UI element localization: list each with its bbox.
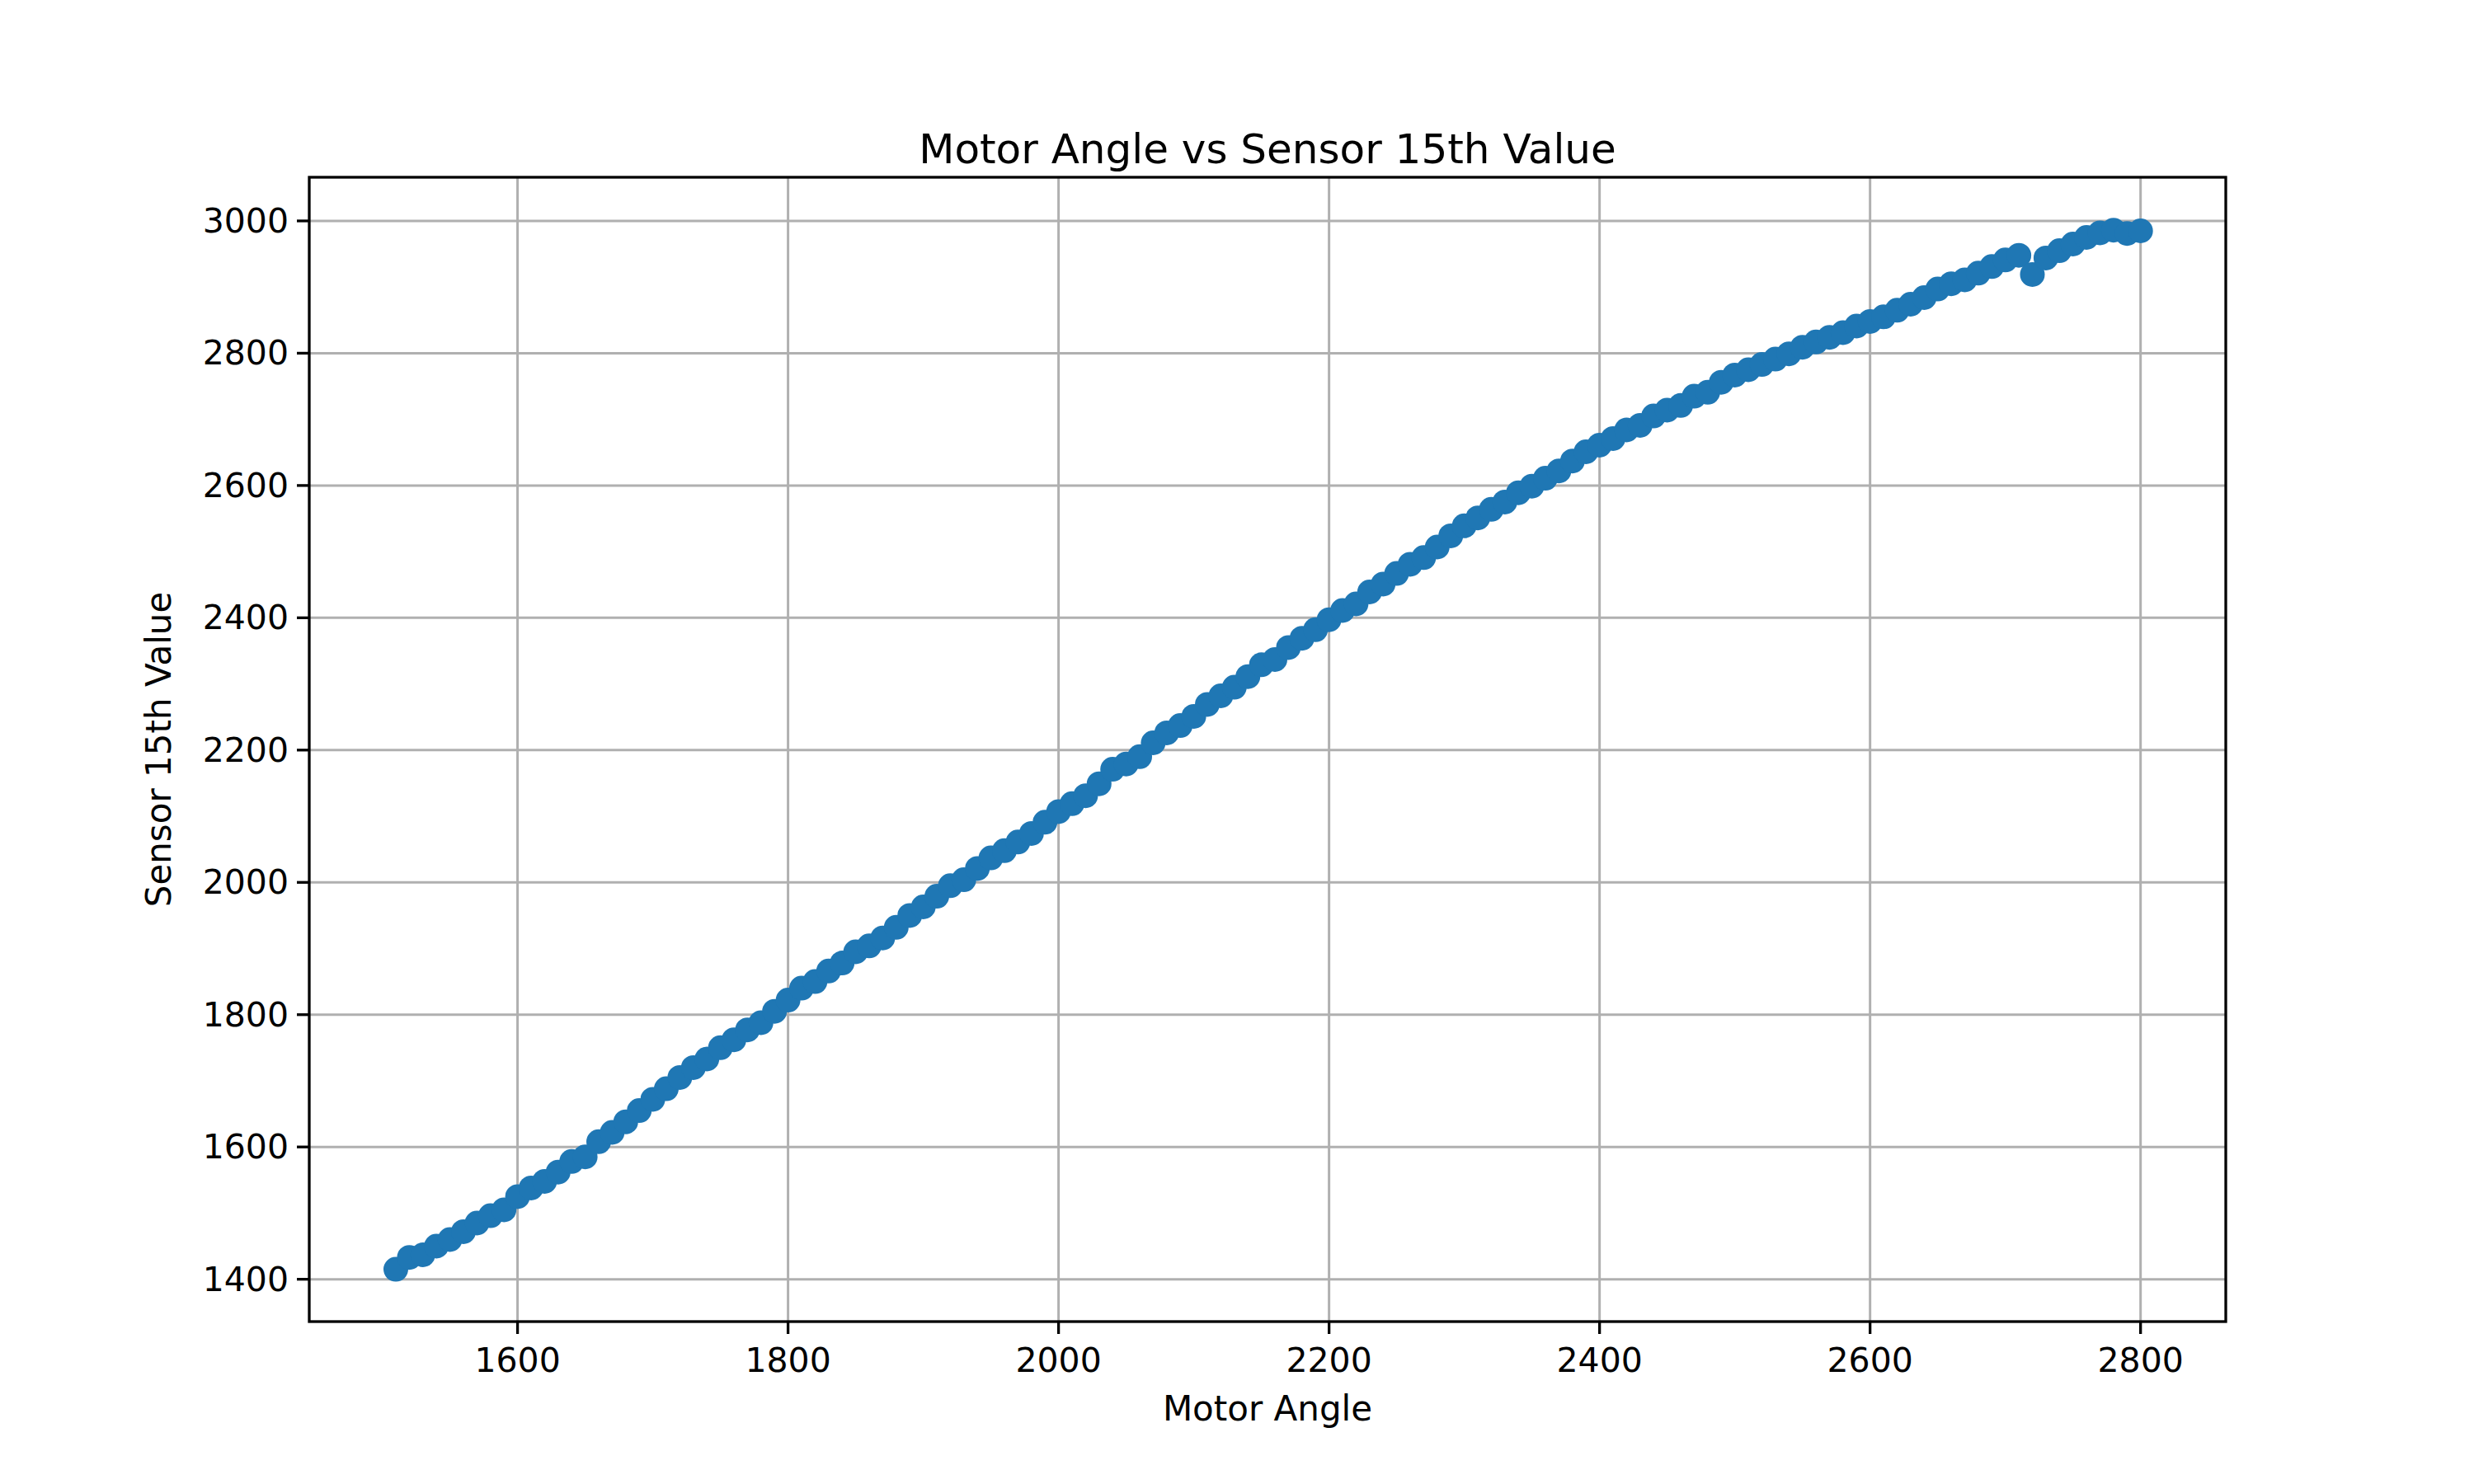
y-tick-label: 1400 (169, 1260, 289, 1299)
x-tick-label: 2400 (1556, 1341, 1642, 1380)
y-tick-label: 3000 (169, 201, 289, 241)
y-tick-label: 1600 (169, 1127, 289, 1167)
y-tick-label: 2600 (169, 466, 289, 505)
x-tick-label: 2600 (1827, 1341, 1912, 1380)
x-tick-label: 2200 (1286, 1341, 1371, 1380)
figure: Motor Angle vs Sensor 15th Value Sensor … (0, 0, 2474, 1484)
y-tick-label: 2200 (169, 730, 289, 770)
x-tick-label: 1600 (474, 1341, 560, 1380)
x-axis-label: Motor Angle (309, 1388, 2226, 1429)
y-tick-label: 2800 (169, 333, 289, 373)
x-tick-label: 1800 (745, 1341, 830, 1380)
y-tick-label: 2400 (169, 598, 289, 637)
scatter-point (2128, 218, 2153, 243)
y-tick-label: 2000 (169, 862, 289, 902)
x-tick-label: 2800 (2098, 1341, 2184, 1380)
x-tick-label: 2000 (1015, 1341, 1101, 1380)
y-tick-label: 1800 (169, 995, 289, 1035)
scatter-plot (0, 0, 2474, 1484)
chart-title: Motor Angle vs Sensor 15th Value (309, 125, 2226, 173)
